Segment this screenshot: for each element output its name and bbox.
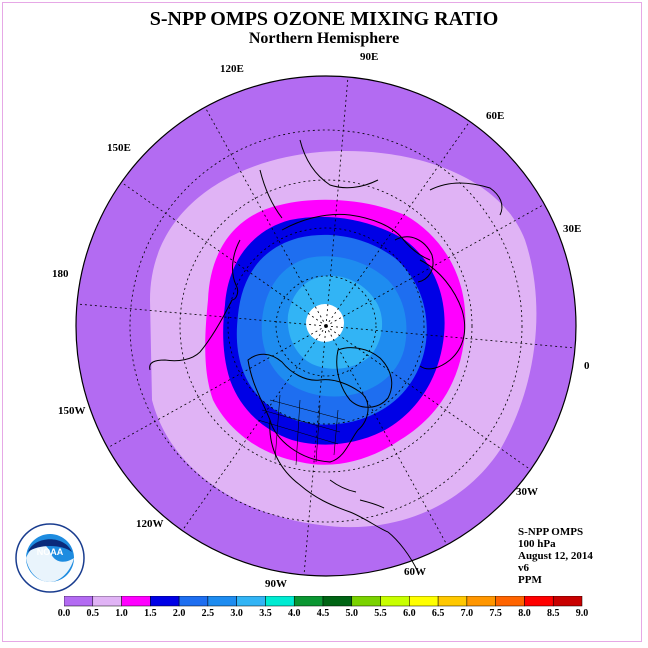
colorbar-tick-label: 4.0 (287, 608, 301, 619)
lon-label-120w: 120W (136, 518, 164, 530)
meridian-30e (325, 204, 544, 327)
meridian-120e (204, 106, 327, 327)
colorbar-tick-label: 5.0 (345, 608, 359, 619)
coast-europe (419, 259, 466, 370)
colorbar-tick-label: 2.0 (172, 608, 186, 619)
colorbar-segment (409, 596, 439, 607)
lon-label-90w: 90W (265, 578, 287, 590)
info-units: PPM (518, 574, 542, 586)
lon-label-150e: 150E (107, 142, 131, 154)
coast-siberia-east (231, 239, 241, 301)
colorbar-segment (64, 596, 94, 607)
lon-label-0: 0 (584, 360, 590, 372)
logo-top (28, 539, 72, 552)
meridian-120w (181, 325, 327, 532)
info-block: S-NPP OMPS 100 hPa August 12, 2014 v6 PP… (518, 526, 593, 586)
meridian-60w (325, 325, 448, 546)
meridian-150w (108, 325, 327, 448)
meridian-0 (325, 325, 576, 349)
meridian-150e (120, 181, 327, 327)
colorbar-tick-label: 9.0 (575, 608, 589, 619)
lon-label-60w: 60W (404, 566, 426, 578)
colorbar-tick-label: 7.0 (460, 608, 474, 619)
coast-alaska (149, 299, 233, 371)
lat-circle-70 (227, 227, 425, 425)
colorbar-tick-label: 8.0 (518, 608, 531, 619)
info-instrument: S-NPP OMPS (518, 526, 584, 538)
noaa-logo: NOAA (15, 523, 85, 593)
colorbar-tick-label: 6.5 (431, 608, 445, 619)
coast-caribbean (329, 479, 385, 509)
colorbar-segment (293, 596, 324, 607)
coast-russia (281, 213, 431, 261)
colorbar-tick-label: 6.0 (403, 608, 416, 619)
map-boundary (75, 75, 577, 577)
colorbar-segment (495, 596, 525, 607)
colorbar-segment (178, 596, 209, 607)
lon-label-30e: 30E (563, 223, 582, 235)
colorbar-segment (552, 596, 583, 607)
meridian-90w (303, 325, 327, 576)
lon-label-180: 180 (52, 268, 69, 280)
colorbar-segment (207, 596, 237, 607)
colorbar-tick-label: 3.0 (230, 608, 243, 619)
map-title: S-NPP OMPS OZONE MIXING RATIO (149, 8, 499, 30)
us-state-borders (257, 394, 346, 466)
logo-text: NOAA (37, 547, 64, 557)
colorbar-segment (466, 596, 496, 607)
meridian-180 (76, 303, 327, 327)
lon-label-60e: 60E (486, 110, 505, 122)
colorbar-tick-label: 7.5 (489, 608, 502, 619)
colorbar-tick-label: 1.0 (115, 608, 128, 619)
meridian-60e (325, 120, 471, 327)
lon-label-150w: 150W (58, 405, 86, 417)
meridian-90e (325, 76, 349, 327)
lon-label-120e: 120E (220, 63, 244, 75)
lon-label-90e: 90E (360, 51, 379, 63)
logo-gull (26, 544, 74, 582)
colorbar (64, 596, 583, 607)
colorbar-tick-label: 0.5 (86, 608, 100, 619)
colorbar-tick-label: 1.5 (144, 608, 157, 619)
lat-circle-50 (129, 129, 523, 523)
meridian-30w (325, 325, 532, 471)
colorbar-tick-label: 5.5 (374, 608, 387, 619)
map-subtitle: Northern Hemisphere (248, 30, 400, 47)
graticule (76, 76, 576, 576)
coast-scandinavia (394, 236, 434, 283)
coast-greenland (336, 347, 393, 408)
colorbar-segment (380, 596, 410, 607)
coast-asia-north (429, 182, 503, 216)
colorbar-segment (92, 596, 122, 607)
info-level: 100 hPa (518, 538, 556, 550)
colorbar-segment (524, 596, 554, 607)
frame-border (2, 2, 642, 642)
colorbar-tick-label: 2.5 (201, 608, 215, 619)
state-lines (257, 394, 346, 466)
colorbar-segment (236, 596, 266, 607)
colorbar-tick-label: 3.5 (259, 608, 272, 619)
colorbar-tick-label: 8.5 (546, 608, 560, 619)
lat-circle-80 (275, 275, 377, 377)
colorbar-segment (322, 596, 353, 607)
coast-south-america (387, 531, 419, 573)
lat-circle-60 (179, 179, 473, 473)
info-date: August 12, 2014 (518, 550, 593, 562)
colorbar-segment (150, 596, 180, 607)
ozone-field (76, 76, 576, 576)
colorbar-segment (265, 596, 295, 607)
colorbar-tick-label: 0.0 (57, 608, 71, 619)
colorbar-segment (351, 596, 381, 607)
colorbar-segment (437, 596, 468, 607)
lon-label-30w: 30W (516, 486, 538, 498)
colorbar-tick-label: 4.5 (316, 608, 330, 619)
colorbar-segment (121, 596, 151, 607)
info-version: v6 (518, 562, 529, 574)
